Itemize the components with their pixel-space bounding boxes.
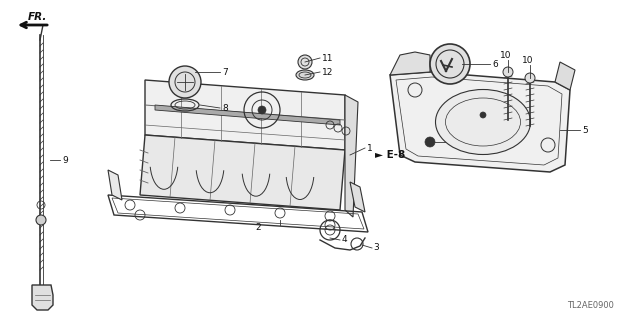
Polygon shape [555, 62, 575, 90]
Circle shape [425, 137, 435, 147]
Circle shape [525, 73, 535, 83]
Polygon shape [32, 285, 53, 310]
Polygon shape [345, 95, 358, 217]
Ellipse shape [435, 90, 531, 155]
Circle shape [298, 55, 312, 69]
Polygon shape [140, 135, 345, 210]
Circle shape [430, 44, 470, 84]
Text: 1: 1 [367, 143, 372, 153]
Text: FR.: FR. [28, 12, 47, 22]
Text: 12: 12 [322, 68, 333, 76]
Text: ► E-8: ► E-8 [375, 150, 405, 160]
Circle shape [480, 112, 486, 118]
Text: TL2AE0900: TL2AE0900 [566, 301, 613, 310]
Text: 5: 5 [582, 125, 588, 134]
Text: 6: 6 [492, 60, 498, 68]
Ellipse shape [296, 70, 314, 80]
Text: 4: 4 [342, 236, 348, 244]
Polygon shape [390, 52, 430, 75]
Circle shape [36, 215, 46, 225]
Text: 9: 9 [62, 156, 68, 164]
Text: 11: 11 [322, 53, 333, 62]
Polygon shape [108, 170, 122, 200]
Text: 10: 10 [522, 55, 534, 65]
Circle shape [258, 106, 266, 114]
Circle shape [169, 66, 201, 98]
Text: 8: 8 [222, 103, 228, 113]
Polygon shape [155, 105, 340, 125]
Text: 2: 2 [255, 223, 260, 233]
Text: 10: 10 [500, 51, 511, 60]
Polygon shape [145, 80, 345, 150]
Text: 3: 3 [373, 244, 379, 252]
Text: 7: 7 [222, 68, 228, 76]
Circle shape [503, 67, 513, 77]
Text: 13: 13 [447, 138, 458, 147]
Polygon shape [390, 72, 570, 172]
Polygon shape [350, 182, 365, 212]
